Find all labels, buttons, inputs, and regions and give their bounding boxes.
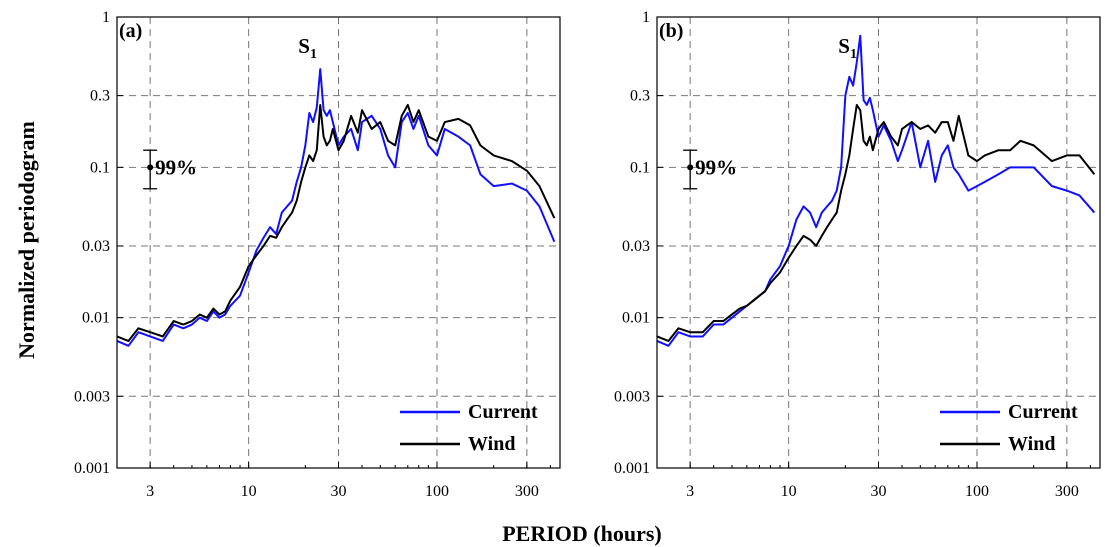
y-tick-label: 0.03 (82, 238, 110, 255)
y-tick-label: 0.3 (90, 88, 110, 105)
confidence-interval (143, 149, 158, 190)
tick-layer: 3 10 30 100 300 0.001 0.003 0.01 0.03 0.1 0.3 1 (614, 9, 1091, 500)
x-tick-label: 3 (146, 483, 154, 500)
y-tick-label: 0.3 (630, 88, 650, 105)
confidence-point (147, 164, 154, 171)
tick-layer: 3 10 30 100 300 0.001 0.003 0.01 0.03 0.1 0.3 1 (74, 9, 551, 500)
legend: Current Wind (940, 401, 1078, 455)
y-tick-label: 0.003 (74, 388, 110, 405)
y-tick-label: 1 (642, 9, 650, 26)
panel-a: 3 10 30 100 300 0.001 0.003 0.01 0.03 0.1 0.3 1 (a)… (74, 9, 561, 500)
confidence-label: 99% (695, 155, 737, 179)
peak-label-sub: 1 (850, 47, 857, 62)
series-line-wind (656, 103, 1096, 342)
series-layer (656, 34, 1096, 347)
legend: Current Wind (400, 401, 538, 455)
y-tick-label: 0.1 (630, 159, 650, 176)
x-tick-label: 100 (965, 483, 989, 500)
x-tick-label: 100 (425, 483, 449, 500)
confidence-point (687, 164, 694, 171)
legend-label-wind: Wind (468, 433, 515, 455)
series-layer (116, 68, 556, 347)
y-tick-label: 0.01 (622, 310, 650, 327)
peak-label: S1 (298, 34, 317, 62)
x-tick-label: 300 (1055, 483, 1079, 500)
legend-label-current: Current (468, 401, 538, 423)
series-line-wind (116, 103, 556, 342)
confidence-label: 99% (155, 155, 197, 179)
x-tick-label: 3 (686, 483, 694, 500)
y-tick-label: 1 (102, 9, 110, 26)
x-axis-title: PERIOD (hours) (502, 521, 662, 546)
x-tick-label: 30 (871, 483, 887, 500)
peak-label: S1 (838, 34, 857, 62)
y-axis-title: Normalized periodogram (14, 121, 39, 359)
y-tick-label: 0.001 (614, 460, 650, 477)
panel-label: (b) (659, 20, 683, 42)
series-line-current (116, 68, 556, 347)
y-tick-label: 0.003 (614, 388, 650, 405)
x-tick-label: 300 (515, 483, 539, 500)
y-tick-label: 0.01 (82, 310, 110, 327)
peak-label-main: S (838, 34, 850, 58)
legend-label-current: Current (1008, 401, 1078, 423)
grid-lines (117, 17, 560, 468)
grid-lines (657, 17, 1100, 468)
x-tick-label: 10 (781, 483, 797, 500)
x-tick-label: 30 (331, 483, 347, 500)
peak-label-sub: 1 (310, 47, 317, 62)
panel-label: (a) (119, 20, 142, 42)
panel-b: 3 10 30 100 300 0.001 0.003 0.01 0.03 0.1 0.3 1 (b)… (614, 9, 1101, 500)
y-tick-label: 0.001 (74, 460, 110, 477)
confidence-interval (683, 149, 698, 190)
x-tick-label: 10 (241, 483, 257, 500)
legend-label-wind: Wind (1008, 433, 1055, 455)
series-line-current (656, 34, 1096, 347)
y-tick-label: 0.03 (622, 238, 650, 255)
peak-label-main: S (298, 34, 310, 58)
y-tick-label: 0.1 (90, 159, 110, 176)
